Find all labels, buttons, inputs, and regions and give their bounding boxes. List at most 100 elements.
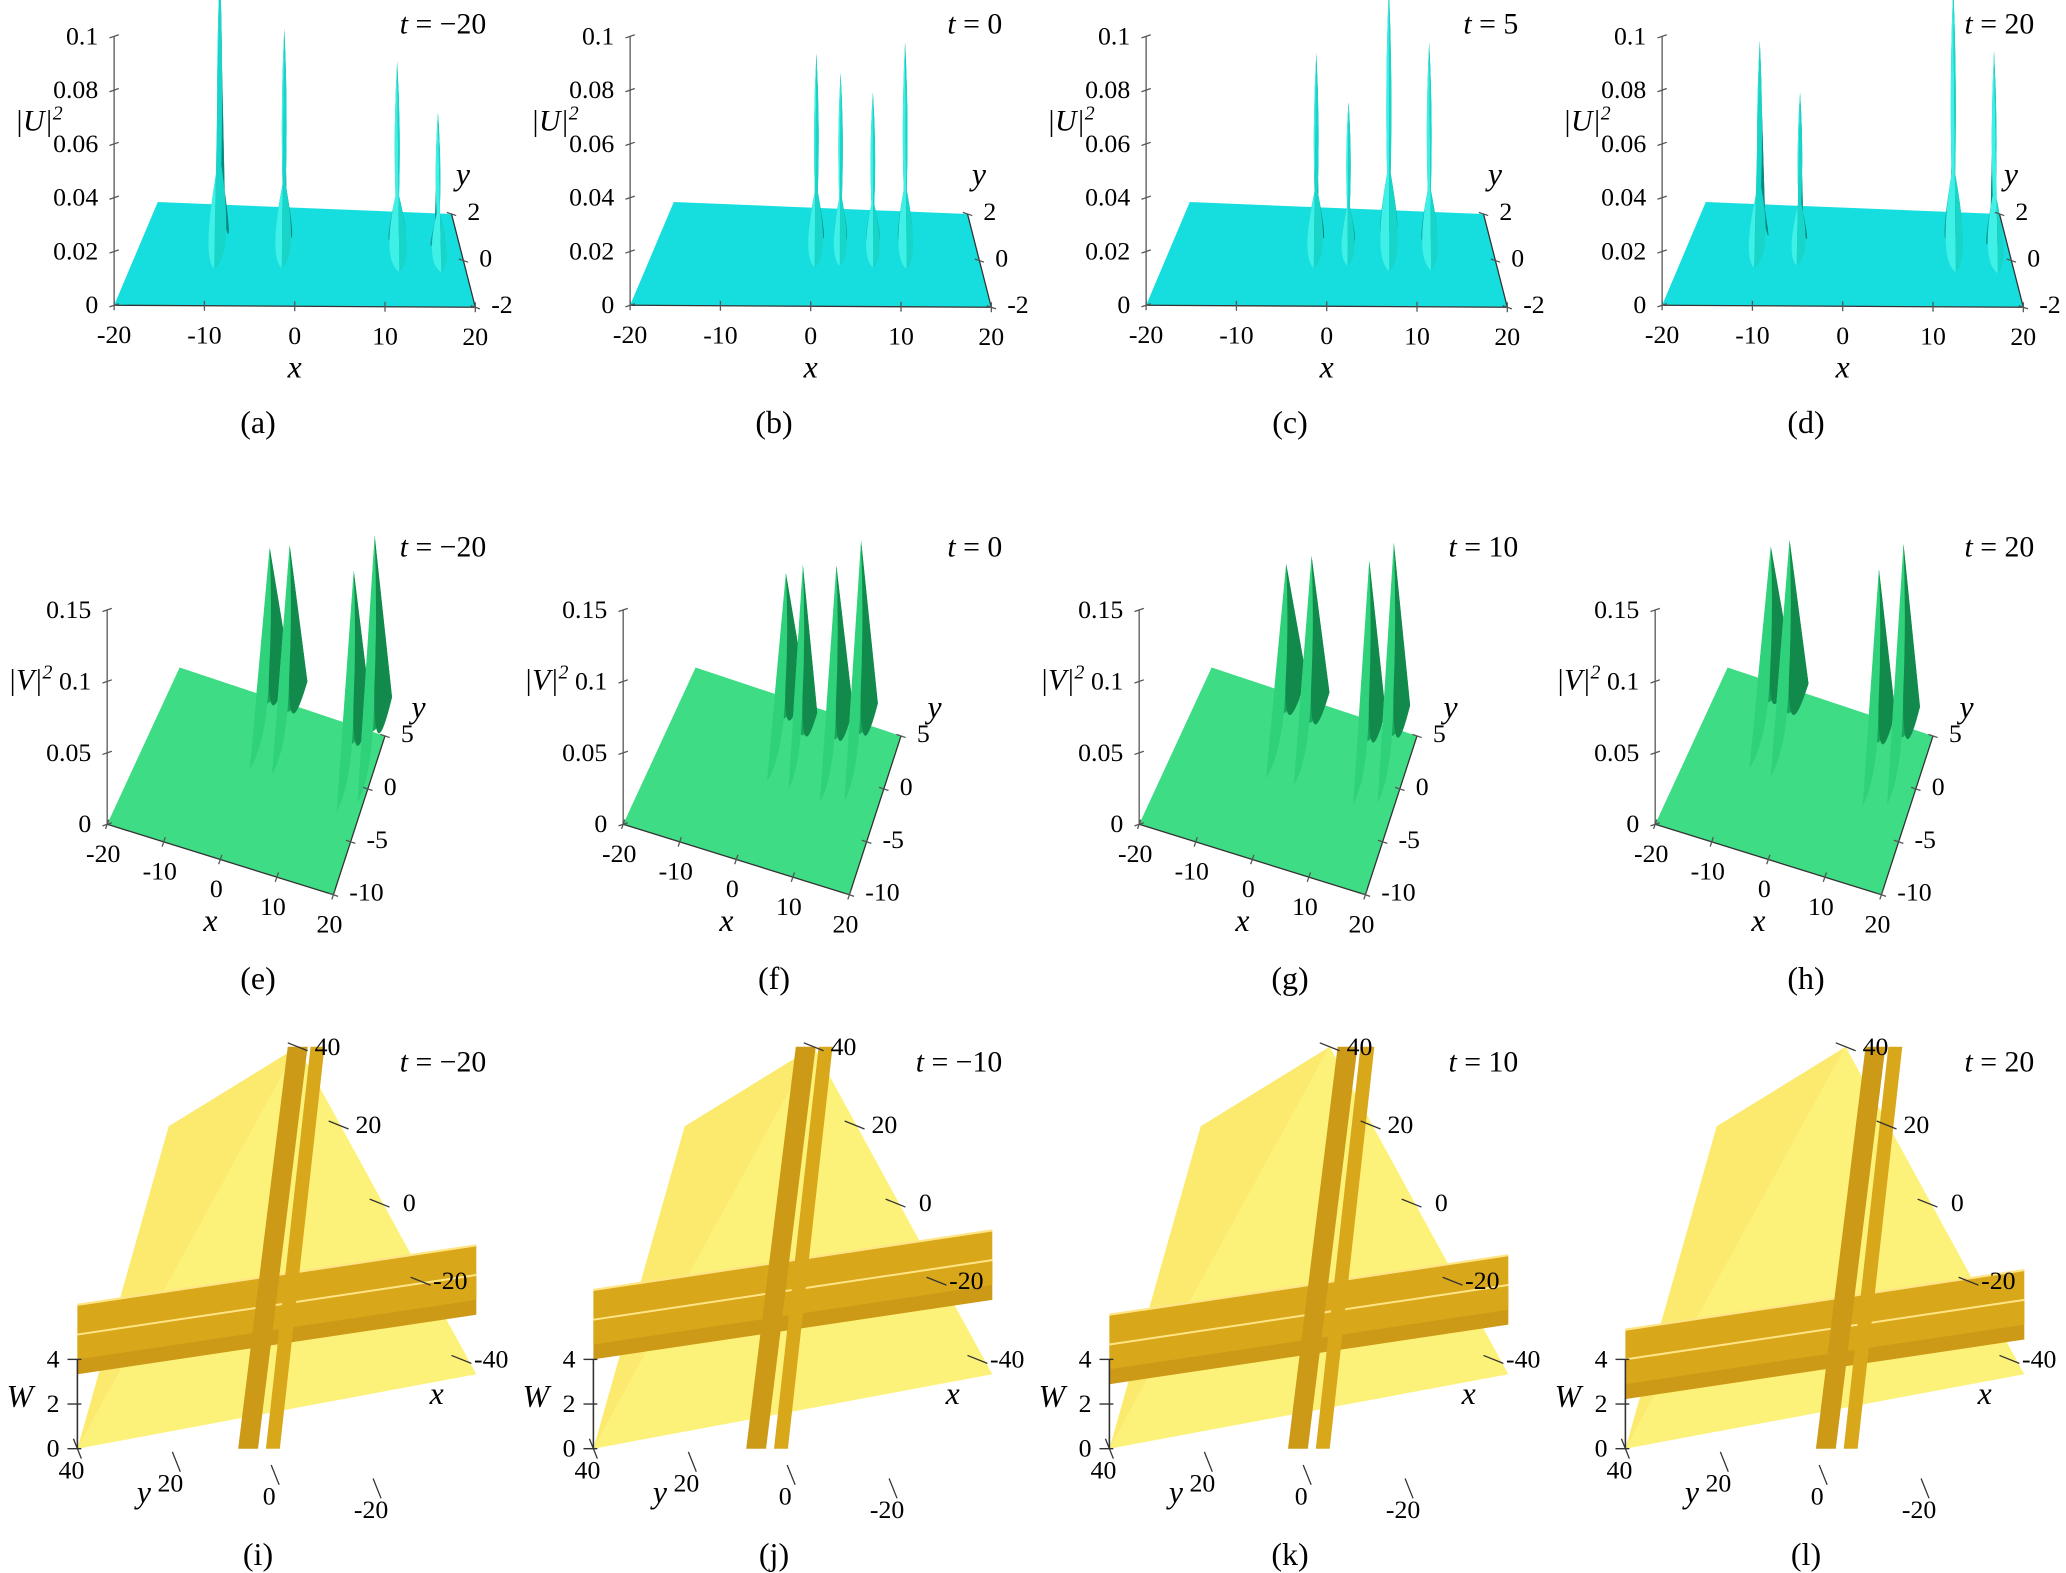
svg-text:0.1: 0.1	[1091, 666, 1123, 695]
svg-text:0.05: 0.05	[1078, 738, 1123, 767]
svg-text:0: 0	[210, 874, 223, 903]
svg-text:0: 0	[1320, 321, 1333, 350]
svg-text:0: 0	[919, 1188, 932, 1217]
svg-text:-10: -10	[187, 320, 221, 349]
svg-text:0: 0	[479, 244, 492, 273]
svg-text:4: 4	[47, 1344, 60, 1373]
svg-text:y: y	[1485, 157, 1503, 192]
svg-text:t = 10: t = 10	[1449, 1046, 1519, 1079]
svg-text:0: 0	[1110, 809, 1123, 838]
svg-text:-20: -20	[1645, 320, 1679, 349]
svg-text:0: 0	[384, 772, 397, 801]
svg-text:-10: -10	[659, 857, 693, 886]
svg-text:-5: -5	[1398, 825, 1420, 854]
svg-text:-2: -2	[2039, 290, 2061, 319]
svg-text:0.08: 0.08	[569, 75, 614, 104]
svg-text:0: 0	[726, 874, 739, 903]
svg-text:-20: -20	[1386, 1495, 1420, 1524]
svg-text:20: 20	[1705, 1469, 1731, 1498]
svg-text:0: 0	[594, 809, 607, 838]
svg-text:20: 20	[1387, 1110, 1413, 1139]
svg-text:0.08: 0.08	[1601, 75, 1646, 104]
svg-text:y: y	[409, 689, 427, 724]
svg-text:x: x	[1977, 1376, 1992, 1411]
svg-text:2: 2	[47, 1389, 60, 1418]
svg-text:10: 10	[1404, 321, 1430, 350]
svg-text:0: 0	[1242, 874, 1255, 903]
svg-text:2: 2	[1595, 1389, 1608, 1418]
svg-text:2: 2	[563, 1389, 576, 1418]
svg-text:t = 20: t = 20	[1965, 7, 2035, 40]
svg-text:0.06: 0.06	[569, 129, 614, 158]
svg-text:t = 5: t = 5	[1463, 7, 1518, 40]
svg-text:0: 0	[1811, 1482, 1824, 1511]
svg-text:W: W	[523, 1379, 552, 1414]
svg-text:-20: -20	[1981, 1266, 2015, 1295]
svg-text:-20: -20	[949, 1266, 983, 1295]
svg-text:20: 20	[1349, 909, 1375, 938]
svg-text:-10: -10	[1381, 878, 1415, 907]
svg-text:-40: -40	[990, 1344, 1024, 1373]
svg-text:-10: -10	[349, 878, 383, 907]
svg-text:x: x	[1461, 1376, 1476, 1411]
svg-text:x: x	[718, 903, 733, 938]
svg-text:x: x	[1234, 903, 1249, 938]
svg-text:0: 0	[1511, 244, 1524, 273]
svg-text:40: 40	[1091, 1455, 1117, 1484]
svg-text:y: y	[969, 157, 987, 192]
svg-text:-20: -20	[1634, 839, 1668, 868]
svg-text:0.15: 0.15	[1594, 595, 1639, 624]
svg-text:-10: -10	[1735, 320, 1769, 349]
svg-text:20: 20	[1865, 909, 1891, 938]
svg-text:0: 0	[995, 244, 1008, 273]
svg-text:y: y	[1441, 689, 1459, 724]
svg-text:-20: -20	[97, 320, 131, 349]
svg-text:0: 0	[1932, 772, 1945, 801]
svg-text:t = 20: t = 20	[1965, 530, 2035, 563]
svg-text:0: 0	[1435, 1188, 1448, 1217]
svg-text:40: 40	[575, 1455, 601, 1484]
svg-text:0.05: 0.05	[46, 738, 91, 767]
svg-text:|V|2: |V|2	[1556, 661, 1601, 696]
svg-text:-20: -20	[86, 839, 120, 868]
svg-text:-2: -2	[1523, 290, 1544, 319]
svg-text:t = −20: t = −20	[400, 530, 486, 563]
svg-text:t = 20: t = 20	[1965, 1046, 2035, 1079]
svg-text:20: 20	[1189, 1469, 1215, 1498]
svg-text:20: 20	[462, 322, 488, 351]
svg-text:-5: -5	[882, 825, 903, 854]
svg-text:0: 0	[1951, 1188, 1964, 1217]
svg-text:20: 20	[1494, 322, 1520, 351]
svg-text:-10: -10	[1897, 878, 1931, 907]
svg-text:x: x	[803, 350, 818, 385]
svg-text:0: 0	[779, 1482, 792, 1511]
svg-text:y: y	[1957, 689, 1975, 724]
svg-text:-40: -40	[1506, 1344, 1540, 1373]
svg-text:y: y	[134, 1474, 152, 1509]
svg-text:0.15: 0.15	[562, 595, 607, 624]
svg-text:0.05: 0.05	[562, 738, 607, 767]
svg-text:0.02: 0.02	[1601, 236, 1646, 265]
svg-text:0.15: 0.15	[46, 595, 91, 624]
svg-text:0.1: 0.1	[1607, 666, 1639, 695]
svg-text:0: 0	[804, 321, 817, 350]
svg-text:-10: -10	[865, 878, 899, 907]
svg-text:0.1: 0.1	[575, 666, 607, 695]
svg-text:-20: -20	[1465, 1266, 1499, 1295]
svg-text:0: 0	[1626, 809, 1639, 838]
svg-text:2: 2	[983, 197, 996, 226]
svg-text:20: 20	[673, 1469, 699, 1498]
svg-text:40: 40	[1863, 1032, 1889, 1061]
svg-text:-2: -2	[1007, 290, 1028, 319]
svg-text:0.06: 0.06	[53, 129, 98, 158]
svg-text:t = 0: t = 0	[947, 7, 1002, 40]
svg-text:t = −10: t = −10	[916, 1046, 1002, 1079]
svg-text:-20: -20	[433, 1266, 467, 1295]
svg-text:-20: -20	[870, 1495, 904, 1524]
svg-text:10: 10	[260, 892, 286, 921]
svg-text:0: 0	[263, 1482, 276, 1511]
svg-text:-20: -20	[1118, 839, 1152, 868]
svg-text:-20: -20	[1129, 320, 1163, 349]
svg-text:0: 0	[78, 809, 91, 838]
svg-text:t = 10: t = 10	[1449, 530, 1519, 563]
